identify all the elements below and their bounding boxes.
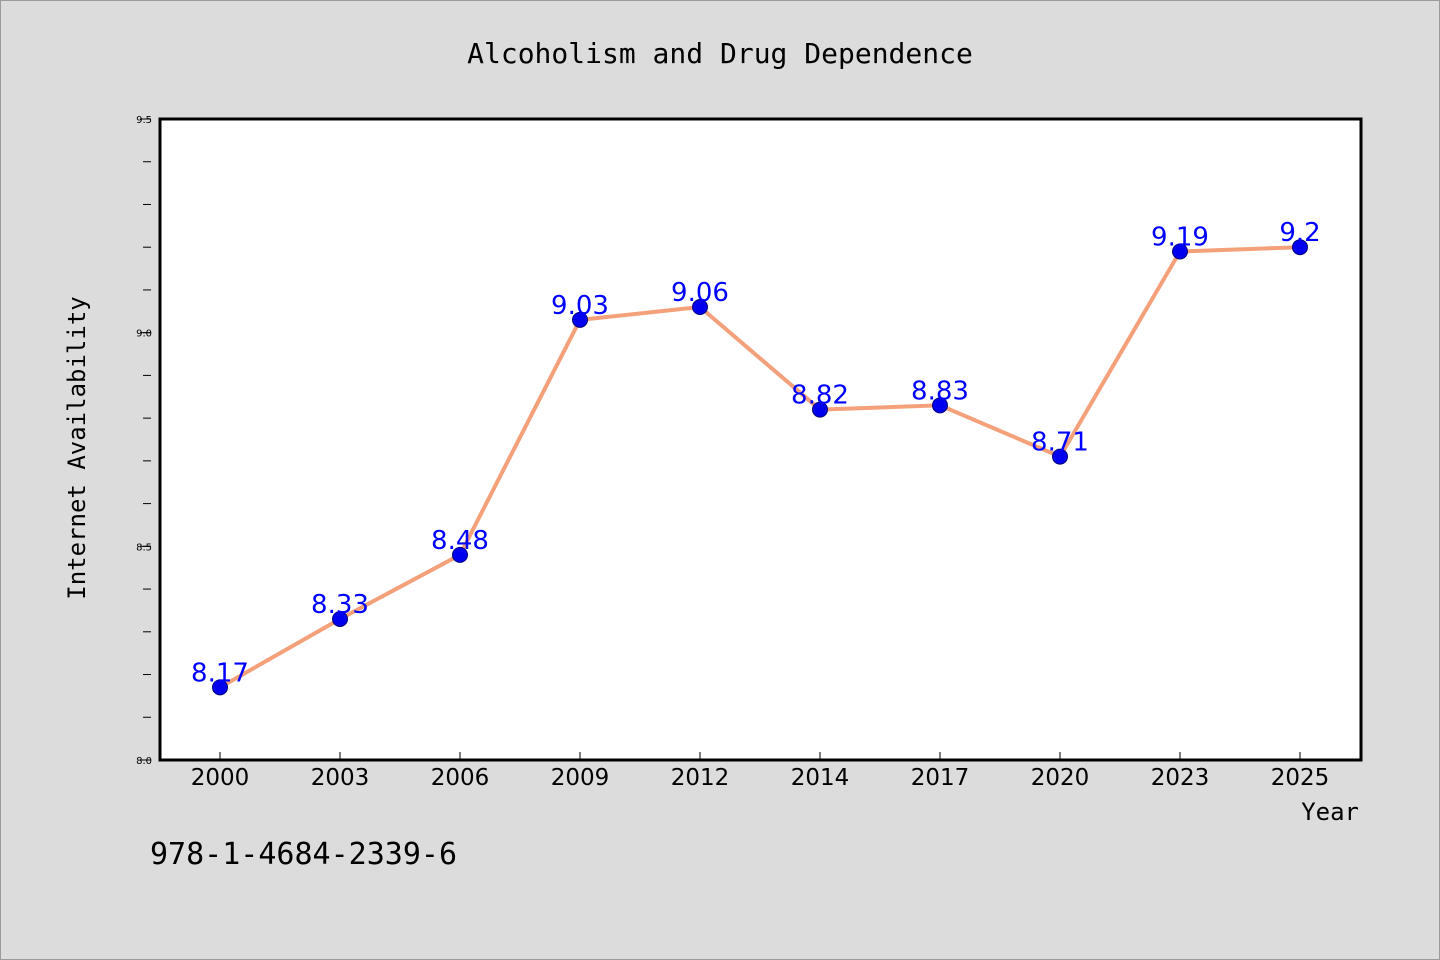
x-tick-label: 2003 <box>311 765 370 791</box>
data-labels: 8.17 8.33 8.48 9.03 9.06 8.82 8.83 8.71 9.19 9.2 <box>191 218 1321 688</box>
footnote-isbn: 978-1-4684-2339-6 <box>150 837 457 872</box>
series-markers <box>212 239 1308 696</box>
y-tick-label: 9.5 <box>136 115 152 126</box>
x-tick-label: 2012 <box>671 765 730 791</box>
data-label: 8.83 <box>911 376 969 406</box>
data-point <box>1292 239 1308 256</box>
x-tick-label: 2023 <box>1151 765 1210 791</box>
data-point <box>572 311 588 328</box>
x-tick-label: 2006 <box>431 765 490 791</box>
y-axis-ticks: 8.0 8.5 9.0 9.5 <box>136 115 152 767</box>
plot-area <box>158 117 1363 762</box>
data-point <box>932 397 948 414</box>
x-tick-label: 2000 <box>191 765 250 791</box>
data-label: 9.03 <box>551 291 609 321</box>
y-tick-label: 9.0 <box>136 329 152 340</box>
y-axis-label: Internet Availability <box>63 296 91 599</box>
data-point <box>1172 243 1188 260</box>
data-label: 9.2 <box>1279 218 1320 248</box>
data-label: 8.48 <box>431 526 489 556</box>
y-axis-minor-ticks <box>143 118 151 761</box>
x-axis-ticks: 2000 2003 2006 2009 2012 2014 2017 2020 2023 2025 <box>191 752 1330 791</box>
data-label: 8.82 <box>791 381 849 411</box>
series-line <box>218 245 1302 690</box>
data-label: 8.33 <box>311 590 369 620</box>
data-point <box>452 546 468 563</box>
x-tick-label: 2025 <box>1271 765 1330 791</box>
x-tick-label: 2014 <box>791 765 850 791</box>
data-point <box>692 299 708 316</box>
data-point <box>212 679 228 696</box>
x-tick-label: 2009 <box>551 765 610 791</box>
y-tick-label: 8.5 <box>136 542 152 553</box>
data-point <box>1052 448 1068 465</box>
data-label: 8.71 <box>1031 428 1089 458</box>
series-lines <box>218 245 1302 690</box>
x-tick-label: 2017 <box>911 765 970 791</box>
x-tick-label: 2020 <box>1031 765 1090 791</box>
data-point <box>812 401 828 418</box>
data-label: 8.17 <box>191 658 249 688</box>
y-tick-label: 8.0 <box>136 756 152 767</box>
chart-title: Alcoholism and Drug Dependence <box>467 37 973 70</box>
data-label: 9.19 <box>1151 222 1209 252</box>
data-point <box>332 610 348 627</box>
data-label: 9.06 <box>671 278 729 308</box>
x-axis-label: Year <box>1301 798 1359 826</box>
